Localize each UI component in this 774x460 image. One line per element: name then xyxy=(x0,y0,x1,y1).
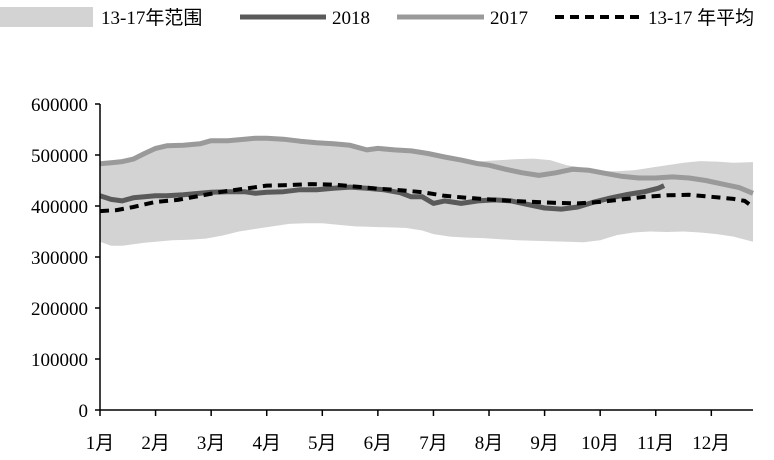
x-tick-label: 2月 xyxy=(141,433,170,454)
x-tick-label: 8月 xyxy=(475,433,504,454)
y-tick-label: 200000 xyxy=(31,299,88,320)
y-tick-label: 500000 xyxy=(31,146,88,167)
legend-range-label: 13-17年范围 xyxy=(101,7,202,29)
range-band xyxy=(100,137,753,246)
x-tick-label: 1月 xyxy=(86,433,115,454)
y-tick-label: 300000 xyxy=(31,248,88,269)
x-tick-label: 9月 xyxy=(530,433,559,454)
x-tick-label: 12月 xyxy=(692,433,730,454)
y-tick-label: 100000 xyxy=(31,350,88,371)
plot-area xyxy=(99,135,755,246)
legend-2017-label: 2017 xyxy=(490,8,528,29)
y-tick-label: 400000 xyxy=(31,197,88,218)
x-tick-label: 6月 xyxy=(364,433,393,454)
axes: 0 100000 200000 300000 400000 500000 600000 1月 2… xyxy=(31,95,753,454)
x-tick-label: 5月 xyxy=(308,433,337,454)
x-tick-label: 4月 xyxy=(252,433,281,454)
y-tick-label: 600000 xyxy=(31,95,88,116)
legend-avg-label: 13-17 年平均 xyxy=(648,7,754,29)
x-tick-label: 10月 xyxy=(581,433,619,454)
x-tick-label: 11月 xyxy=(637,433,674,454)
x-tick-label: 7月 xyxy=(419,433,448,454)
y-tick-label: 0 xyxy=(79,401,89,422)
series-line-avg xyxy=(99,182,755,214)
legend-2018-label: 2018 xyxy=(332,8,370,29)
legend: 13-17年范围 2018 2017 13-17 年平均 xyxy=(0,7,754,29)
legend-range-swatch xyxy=(0,7,93,27)
x-tick-label: 3月 xyxy=(197,433,226,454)
series-line-s2017 xyxy=(99,135,754,196)
